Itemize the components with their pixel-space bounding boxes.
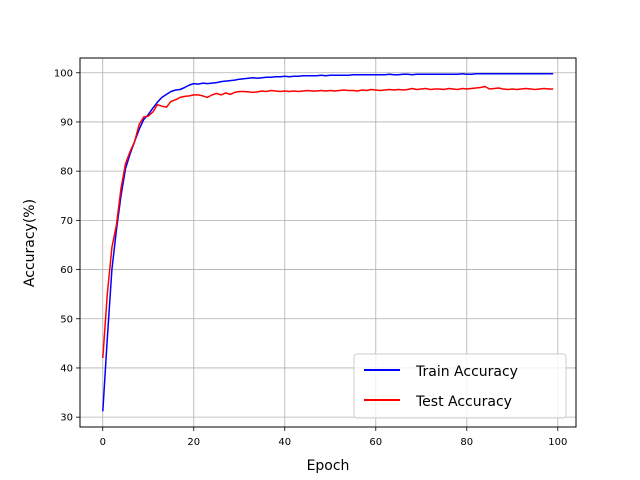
- x-tick-label: 60: [369, 437, 382, 448]
- legend-frame: [353, 353, 567, 419]
- plot-frame: [79, 57, 577, 428]
- y-tick-label: 40: [60, 363, 73, 374]
- y-tick-label: 80: [60, 167, 73, 178]
- axis-ticks: 0 20 40 60 80 100 30 40 50 60 70 80 90 100: [54, 68, 567, 448]
- y-axis-label: Accuracy(%): [22, 199, 38, 287]
- x-axis-label: Epoch: [307, 458, 350, 474]
- x-tick-label: 20: [187, 437, 200, 448]
- train-accuracy-line: [102, 72, 554, 412]
- x-tick-label: 40: [278, 437, 291, 448]
- x-tick-label: 0: [100, 437, 106, 448]
- y-tick-label: 30: [60, 413, 73, 424]
- y-tick-label: 50: [60, 314, 73, 325]
- legend: Train Accuracy Test Accuracy: [353, 353, 567, 419]
- x-tick-label: 80: [460, 437, 473, 448]
- y-tick-label: 90: [60, 117, 73, 128]
- series-lines: [102, 72, 554, 412]
- y-tick-label: 70: [60, 216, 73, 227]
- test-accuracy-line: [102, 85, 554, 359]
- y-tick-label: 60: [60, 265, 73, 276]
- grid: [80, 58, 576, 427]
- x-tick-label: 100: [548, 437, 567, 448]
- legend-label-test: Test Accuracy: [415, 394, 512, 410]
- legend-label-train: Train Accuracy: [415, 364, 518, 380]
- y-tick-label: 100: [54, 68, 73, 79]
